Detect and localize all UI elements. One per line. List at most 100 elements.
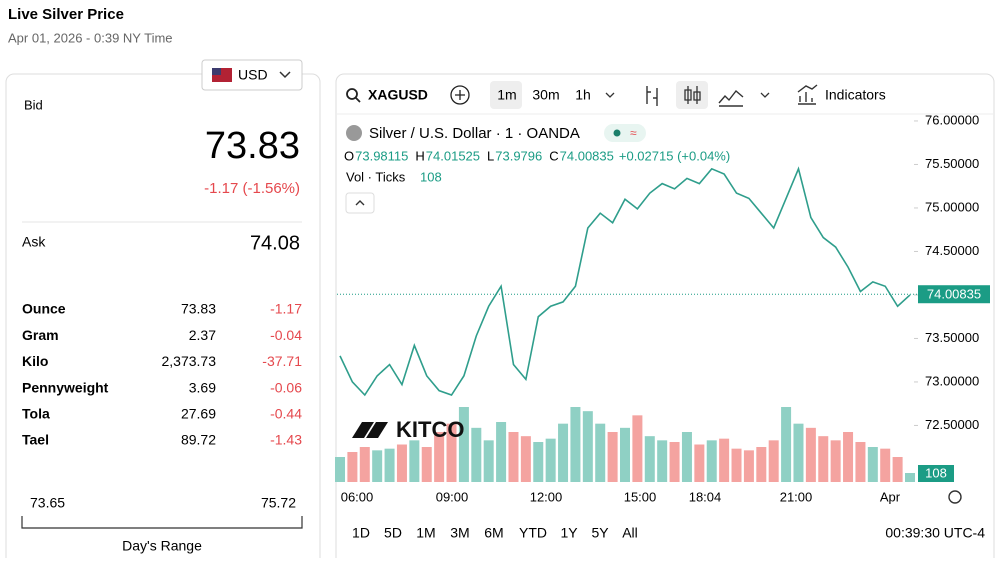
unit-name: Gram	[22, 327, 59, 343]
unit-price: 2.37	[189, 327, 216, 343]
volume-bar	[657, 440, 668, 482]
y-tick-label: 76.00000	[925, 112, 979, 127]
clock: 00:39:30 UTC-4	[885, 525, 985, 541]
unit-name: Tael	[22, 432, 49, 448]
currency-box[interactable]	[201, 59, 303, 91]
ohlc-label: L	[487, 148, 494, 163]
volume-bar	[620, 427, 630, 482]
settings[interactable]	[948, 490, 962, 504]
volume-bar	[335, 457, 345, 482]
unit-price: 2,373.73	[162, 353, 217, 369]
status-pill	[604, 124, 646, 142]
y-tick-label: 73.50000	[925, 330, 979, 345]
unit-change: -37.71	[262, 353, 302, 369]
x-tick-label: 12:00	[530, 489, 563, 504]
range-button[interactable]: 1D	[352, 525, 370, 541]
ohlc-label: O	[344, 148, 354, 163]
candle-icon[interactable]	[684, 86, 701, 104]
range-label: Day's Range	[122, 538, 202, 554]
collapse-button[interactable]	[345, 192, 375, 214]
watermark: KITCO	[352, 417, 464, 442]
chart-type-active	[676, 81, 708, 109]
volume-bar	[632, 415, 643, 482]
volume-bar	[669, 442, 680, 482]
volume-bar	[458, 407, 469, 482]
page-title: Live Silver Price	[8, 6, 124, 23]
unit-price: 73.83	[181, 301, 216, 317]
unit-change: -0.44	[270, 406, 302, 422]
volume-bar	[756, 447, 767, 482]
status-dot	[613, 129, 621, 137]
y-tick-label: 73.00000	[925, 373, 979, 388]
volume-bar	[347, 452, 358, 482]
range-button[interactable]: YTD	[519, 525, 547, 541]
interval[interactable]: 30m	[532, 87, 559, 103]
ask-label: Ask	[22, 234, 46, 250]
price-card	[5, 73, 321, 563]
search-icon-handle	[355, 97, 361, 103]
volume-bar	[805, 427, 816, 482]
range-low: 73.65	[30, 495, 65, 511]
area-icon[interactable]	[718, 89, 744, 107]
range-button[interactable]: 6M	[484, 525, 503, 541]
volume-bar	[719, 438, 730, 482]
volume-bar	[855, 442, 866, 482]
volume-bar	[607, 432, 618, 482]
volume-bar	[545, 438, 556, 482]
status-wave: ≈	[630, 126, 637, 140]
volume-bar	[731, 448, 742, 482]
range-button[interactable]: 5Y	[591, 525, 609, 541]
ohlc-value: 74.00835	[560, 148, 614, 163]
range-button[interactable]: 1M	[416, 525, 435, 541]
bid-label: Bid	[24, 97, 43, 112]
unit-change: -0.04	[270, 327, 302, 343]
volume-title: Vol · Ticks	[346, 169, 406, 184]
chevron[interactable]	[760, 92, 770, 98]
interval[interactable]: 1h	[575, 87, 591, 103]
ohlc-label: C	[549, 148, 558, 163]
x-tick-label: 21:00	[780, 489, 813, 504]
logo: KITCO	[396, 417, 464, 442]
symbol-logo	[346, 125, 362, 141]
volume-bar	[409, 440, 420, 482]
range-button[interactable]: 1Y	[560, 525, 578, 541]
interval[interactable]: 1m	[497, 87, 516, 103]
volume-bar	[781, 407, 792, 482]
volume-bar	[471, 427, 482, 482]
indicators[interactable]: Indicators	[825, 87, 886, 103]
symbol[interactable]: XAGUSD	[368, 87, 428, 103]
unit-table: Ounce 73.83 -1.17 Gram 2.37 -0.04 Kilo 2,373.73…	[22, 301, 302, 448]
y-tick-label: 72.50000	[925, 417, 979, 432]
add-symbol[interactable]	[450, 85, 470, 105]
chevron[interactable]	[605, 92, 615, 98]
currency-select[interactable]: USD	[201, 59, 303, 91]
volume-bar	[582, 411, 593, 482]
unit-change: -0.06	[270, 379, 302, 395]
bars-icon[interactable]	[646, 86, 658, 106]
volume-bar	[694, 444, 705, 482]
volume-bar	[905, 473, 915, 482]
range-high: 75.72	[261, 495, 296, 511]
bid-change: -1.17 (-1.56%)	[204, 180, 300, 197]
volume-bar	[644, 436, 655, 482]
ohlc-value: 73.98115	[355, 148, 408, 163]
ohlc-value: 74.01525	[426, 148, 480, 163]
volume-bar	[483, 440, 494, 482]
volume-bar	[570, 407, 581, 482]
range-button[interactable]: All	[622, 525, 638, 541]
indicators-icon[interactable]	[797, 84, 818, 105]
range-button[interactable]: 3M	[450, 525, 469, 541]
range-button[interactable]: 5D	[384, 525, 402, 541]
volume-last-box	[918, 465, 954, 482]
volume-bar	[496, 422, 507, 482]
volume-bar	[558, 423, 569, 482]
ohlc-legend: O 73.98115 H 74.01525 L 73.9796 C 74.00835 +0.02…	[344, 148, 730, 163]
volume-bar	[706, 440, 717, 482]
volume-bar	[372, 450, 383, 482]
search-icon[interactable]	[346, 88, 358, 100]
unit-name: Kilo	[22, 353, 48, 369]
volume-bar	[681, 432, 692, 482]
volume-bar	[520, 436, 531, 482]
unit-name: Pennyweight	[22, 379, 109, 395]
